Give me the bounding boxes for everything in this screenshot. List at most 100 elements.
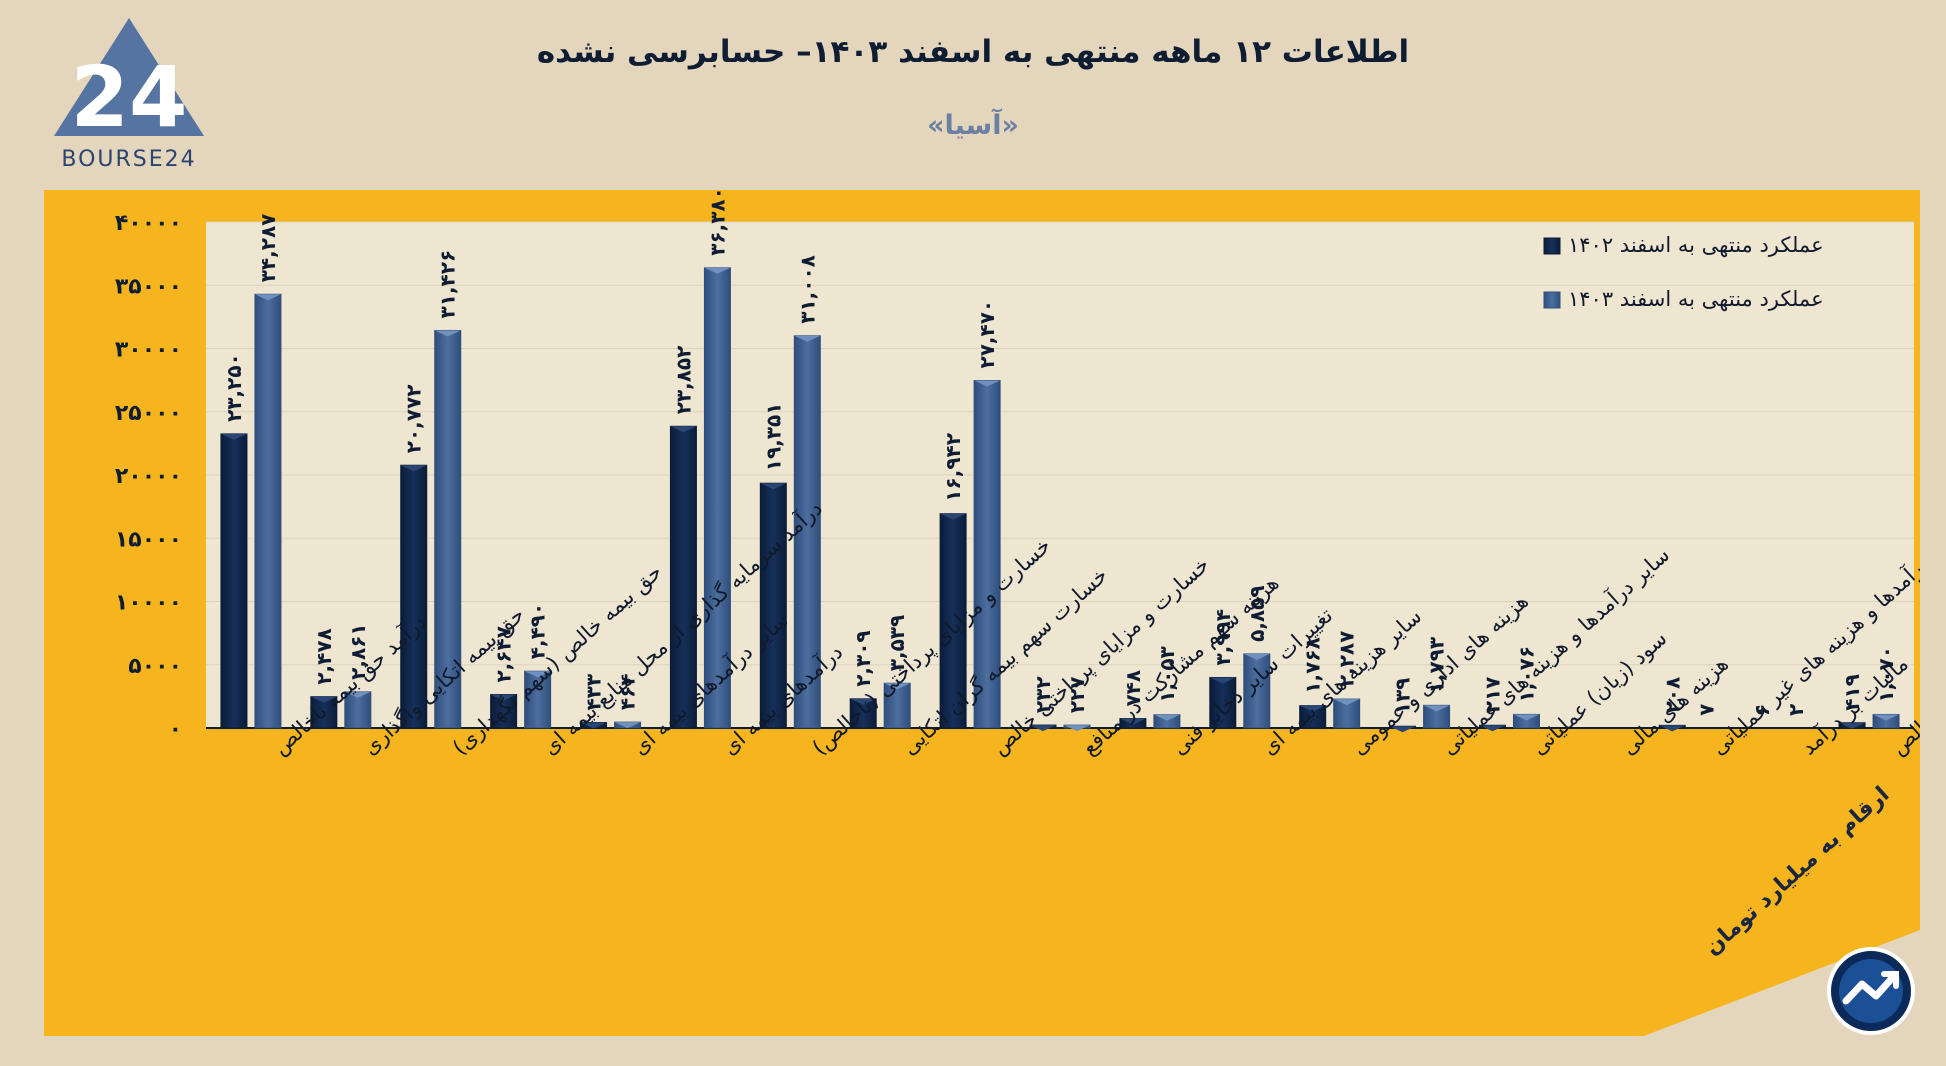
bar-cap	[974, 380, 1001, 387]
bar-cap	[1659, 725, 1686, 732]
data-label: ۱,۷۹۳	[1425, 637, 1449, 693]
data-label: ۷	[1694, 704, 1718, 716]
bourse24-logo: 24 BOURSE24	[54, 18, 204, 172]
bar-cap	[220, 433, 247, 440]
bar-cap	[760, 483, 787, 490]
data-label: ۱,۰۷۰	[1874, 646, 1898, 702]
bar-cap	[1389, 726, 1416, 733]
data-label: ۲	[1784, 704, 1808, 716]
bar-cap	[1209, 677, 1236, 684]
bar-cap	[1299, 705, 1326, 712]
bar-cap	[884, 683, 911, 690]
bar-1403	[254, 293, 282, 729]
y-tick-label: ۱۰۰۰۰	[115, 591, 182, 616]
trend-arrow-icon	[1827, 947, 1915, 1035]
data-label: ۱,۷۶۸	[1301, 637, 1325, 693]
data-label: ۴۶۴	[616, 674, 640, 711]
y-tick-label: ۲۰۰۰۰	[115, 464, 182, 489]
data-label: ۲۳۲	[1031, 676, 1055, 713]
bar-cap	[1479, 725, 1506, 732]
data-label: ۱۶,۹۴۲	[941, 433, 965, 502]
data-label: ۱۹,۳۵۱	[761, 403, 785, 472]
bar-cap	[1153, 714, 1180, 721]
bar-cap	[1030, 725, 1056, 732]
bar-1403	[703, 267, 731, 729]
data-label: ۳۴,۲۸۷	[256, 214, 280, 283]
data-label: ۲۲۷	[1065, 677, 1089, 714]
data-label: ۳۶,۳۸۰	[705, 190, 729, 256]
bar-cap	[670, 426, 697, 433]
legend-label: عملکرد منتهی به اسفند ۱۴۰۳	[1568, 287, 1824, 311]
bar-1402	[220, 433, 248, 729]
legend-swatch-1403	[1543, 291, 1561, 309]
bar-1403	[1243, 653, 1271, 729]
data-label: ۱۳۹	[1391, 678, 1415, 715]
data-label: ۲,۳۰۹	[851, 630, 875, 686]
y-tick-label: ۴۰۰۰۰	[115, 211, 182, 236]
data-label: ۴۳۳	[582, 674, 606, 711]
data-label: ۴۱۹	[1840, 674, 1864, 711]
y-tick-label: ۱۵۰۰۰	[115, 527, 182, 552]
bar-cap	[1333, 699, 1360, 706]
bar-cap	[794, 335, 821, 342]
bar-1402	[400, 464, 428, 729]
bar-cap	[524, 671, 551, 678]
bar-cap	[704, 267, 731, 274]
bar-chart: ۰ ۵۰۰۰ ۱۰۰۰۰ ۱۵۰۰۰ ۲۰۰۰۰ ۲۵۰۰۰ ۳۰۰۰۰ ۳۵۰۰۰ ۴۰۰۰۰…	[115, 190, 1920, 1036]
data-label: ۳۱,۴۲۶	[436, 250, 460, 319]
bar-1403	[344, 691, 372, 729]
bar-cap	[850, 698, 877, 705]
logo-mark: 24	[71, 48, 188, 146]
bar-cap	[1423, 705, 1450, 712]
bar-cap	[434, 330, 461, 337]
y-tick-label: ۰	[169, 717, 182, 742]
data-label: ۴,۴۹۰	[526, 603, 550, 659]
bar-1402	[1209, 676, 1237, 729]
bar-cap	[490, 694, 517, 701]
logo-text: BOURSE24	[61, 147, 196, 172]
data-label: ۲۰۸	[1660, 677, 1684, 714]
data-label: ۱,۰۷۶	[1514, 646, 1538, 702]
legend-swatch-1402	[1543, 237, 1561, 255]
data-label: ۱,۰۵۳	[1155, 646, 1179, 702]
bar-cap	[1064, 725, 1090, 732]
data-label: ۲,۴۷۸	[312, 628, 336, 684]
bar-1403	[883, 682, 911, 729]
data-label: ۲,۲۸۷	[1335, 631, 1359, 687]
y-tick-label: ۳۵۰۰۰	[115, 274, 182, 299]
legend-label: عملکرد منتهی به اسفند ۱۴۰۲	[1568, 233, 1824, 257]
data-label: ۲۱۷	[1480, 677, 1504, 714]
bar-cap	[1873, 714, 1900, 721]
y-tick-label: ۵۰۰۰	[128, 654, 182, 679]
bar-1403	[973, 380, 1001, 729]
data-label: ۶	[1750, 704, 1774, 716]
data-label: ۵,۸۵۹	[1245, 585, 1269, 641]
data-label: ۳,۵۳۹	[885, 615, 909, 671]
bar-cap	[940, 513, 967, 520]
logo-triangle-shape	[54, 18, 204, 136]
page-title: اطلاعات ۱۲ ماهه منتهی به اسفند ۱۴۰۳– حسا…	[536, 34, 1410, 70]
data-label: ۲,۶۴۷	[492, 626, 516, 682]
y-tick-label: ۳۰۰۰۰	[115, 338, 182, 363]
data-label: ۲,۸۶۱	[346, 623, 370, 679]
y-tick-label: ۲۵۰۰۰	[115, 401, 182, 426]
data-label: ۲۳,۲۵۰	[222, 353, 246, 422]
page-subtitle: «آسیا»	[927, 110, 1019, 141]
bar-cap	[344, 691, 371, 698]
data-label: ۳۱,۰۰۸	[795, 255, 819, 324]
data-label: ۲۰,۷۷۲	[402, 385, 426, 454]
bar-cap	[1839, 722, 1866, 729]
bar-cap	[580, 722, 607, 729]
bar-cap	[614, 722, 641, 729]
bar-1402	[939, 513, 967, 729]
bar-cap	[1119, 718, 1146, 725]
data-label: ۲۳,۸۵۲	[671, 346, 695, 415]
bar-cap	[400, 465, 427, 472]
bar-cap	[1243, 653, 1270, 660]
bar-1403	[793, 335, 821, 729]
bar-cap	[254, 294, 281, 301]
data-label: ۷۴۸	[1121, 670, 1145, 707]
bar-cap	[310, 696, 337, 703]
bar-cap	[1513, 714, 1540, 721]
bar-1402	[759, 482, 787, 729]
